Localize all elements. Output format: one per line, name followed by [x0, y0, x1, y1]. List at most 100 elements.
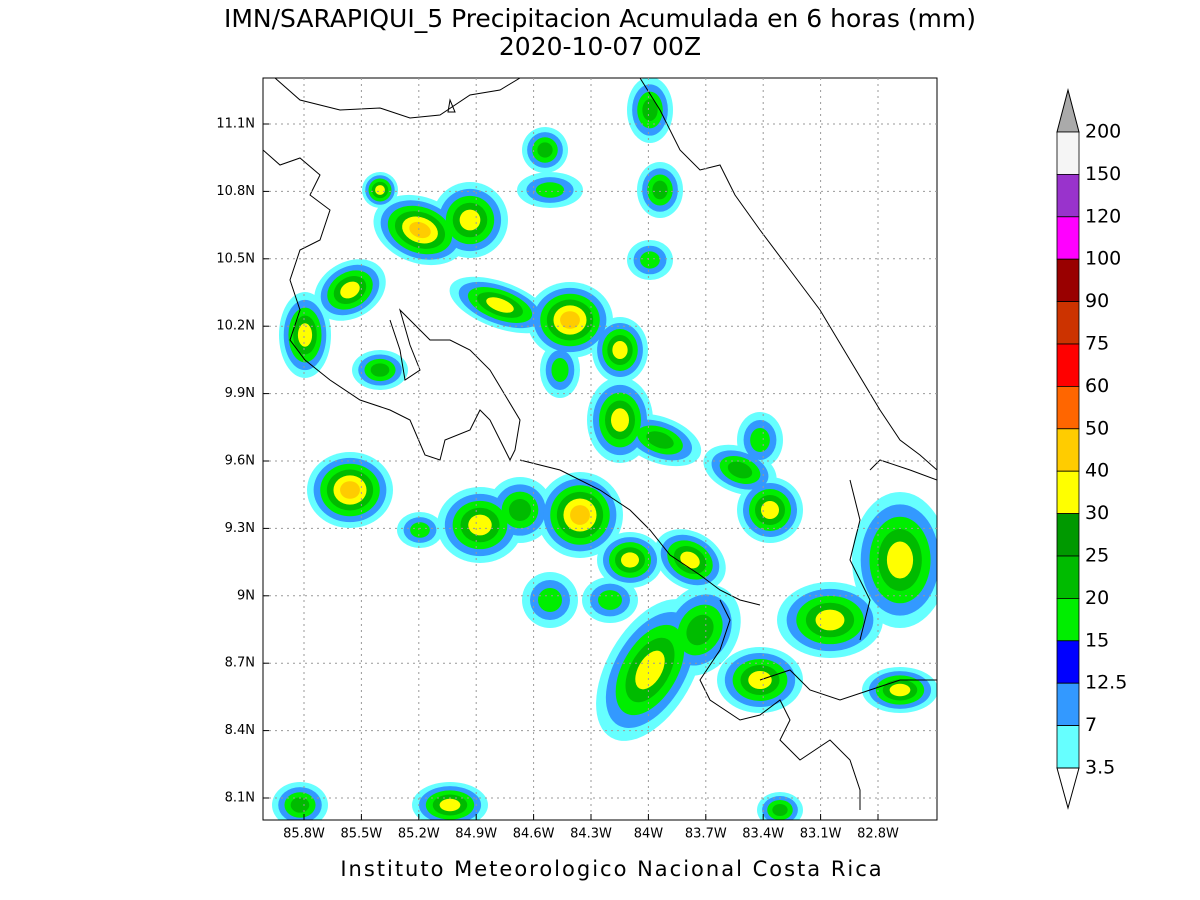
colorbar-swatch	[1056, 131, 1080, 175]
colorbar-label: 25	[1085, 545, 1109, 567]
rain-cell	[537, 142, 553, 158]
axes: 85.8W 85.5W 85.2W 84.9W 84.6W 84.3W 84W 83.7W 83…	[216, 78, 937, 842]
rain-cell	[611, 408, 629, 432]
lat-label: 11.1N	[216, 117, 255, 132]
colorbar-label: 15	[1085, 629, 1109, 651]
colorbar-under	[1056, 767, 1080, 810]
colorbar-label: 100	[1085, 248, 1121, 270]
rain-cell	[642, 99, 658, 121]
colorbar-label: 50	[1085, 417, 1109, 439]
colorbar-swatch	[1056, 216, 1080, 260]
rain-cell	[375, 185, 385, 195]
colorbar-label: 200	[1085, 121, 1121, 143]
rain-cell	[340, 281, 360, 299]
rain-cell	[468, 514, 492, 536]
rain-cell	[486, 297, 514, 313]
colorbar-label: 30	[1085, 502, 1109, 524]
lat-label: 10.5N	[216, 251, 255, 266]
rain-cell	[815, 609, 845, 631]
lat-label: 9.6N	[225, 454, 255, 469]
colorbar-swatch	[1056, 598, 1080, 642]
lon-label: 82.8W	[857, 827, 899, 842]
rain-cell	[560, 311, 580, 329]
colorbar-swatch	[1056, 640, 1080, 684]
rain-cell	[750, 428, 770, 452]
colorbar-label: 60	[1085, 375, 1109, 397]
rain-cell	[570, 505, 590, 525]
rain-cell	[509, 499, 531, 521]
subtitle: 2020-10-07 00Z	[499, 32, 701, 61]
colorbar-label: 120	[1085, 205, 1121, 227]
rain-cell	[621, 552, 639, 568]
rain-cell	[551, 358, 569, 382]
colorbar-swatch	[1056, 173, 1080, 218]
colorbar-label: 75	[1085, 333, 1109, 355]
rain-cell	[340, 481, 360, 499]
rain-cell	[297, 323, 313, 347]
coastlines	[263, 78, 937, 810]
colorbar-label: 150	[1085, 163, 1121, 185]
lat-label: 10.2N	[216, 319, 255, 334]
colorbar-swatch	[1056, 258, 1080, 303]
rain-cell	[886, 541, 914, 579]
precipitation-field	[272, 78, 937, 820]
colorbar-label: 7	[1085, 714, 1097, 736]
rain-cell	[612, 341, 628, 359]
rain-cell	[370, 363, 390, 377]
rain-cell	[686, 614, 714, 646]
colorbar-swatch	[1056, 725, 1080, 769]
lat-label: 8.4N	[225, 723, 255, 738]
colorbar-swatch	[1056, 301, 1080, 345]
colorbar-label: 3.5	[1085, 757, 1115, 779]
lon-label: 85.5W	[340, 827, 382, 842]
rain-cell	[598, 590, 622, 610]
lat-label: 9.3N	[225, 521, 255, 536]
rain-cell	[640, 251, 660, 269]
lon-label: 83.7W	[685, 827, 727, 842]
colorbar-swatch	[1056, 470, 1080, 515]
colorbar-swatch	[1056, 555, 1080, 599]
colorbar-label: 12.5	[1085, 672, 1127, 694]
title: IMN/SARAPIQUI_5 Precipitacion Acumulada …	[224, 4, 976, 33]
rain-cell	[646, 431, 674, 449]
colorbar-swatch	[1056, 343, 1080, 387]
rain-cell	[889, 683, 911, 697]
colorbar-swatch	[1056, 428, 1080, 472]
lon-label: 84.3W	[570, 827, 612, 842]
map-frame	[262, 77, 938, 821]
colorbar-label: 20	[1085, 587, 1109, 609]
colorbar-swatch	[1056, 513, 1080, 557]
rain-cell	[635, 650, 665, 690]
lat-label: 8.1N	[225, 791, 255, 806]
lat-label: 9N	[237, 588, 255, 603]
rain-cell	[538, 588, 562, 612]
lon-label: 85.8W	[283, 827, 325, 842]
rain-cell	[535, 182, 565, 198]
lat-label: 9.9N	[225, 386, 255, 401]
colorbar: 200 150 120 100 90 75 60 50 40 30 25 20 15 12.5 7 3.5	[1056, 88, 1127, 810]
colorbar-over	[1056, 88, 1080, 133]
rain-cell	[410, 522, 430, 538]
rain-cell	[761, 501, 779, 519]
lon-label: 84.6W	[513, 827, 555, 842]
rain-cell	[772, 804, 788, 816]
rain-cell	[652, 180, 668, 200]
rain-cell	[439, 798, 461, 812]
rain-cell	[290, 797, 310, 813]
lat-label: 10.8N	[216, 184, 255, 199]
lon-label: 84W	[634, 827, 664, 842]
lon-label: 84.9W	[455, 827, 497, 842]
lon-label: 85.2W	[398, 827, 440, 842]
rain-cell	[409, 221, 431, 239]
colorbar-swatch	[1056, 385, 1080, 430]
rain-cell	[459, 209, 481, 231]
colorbar-label: 40	[1085, 460, 1109, 482]
rain-cell	[680, 551, 700, 569]
lon-label: 83.1W	[800, 827, 842, 842]
lat-label: 8.7N	[225, 656, 255, 671]
rain-cell	[727, 461, 753, 479]
lon-label: 83.4W	[742, 827, 784, 842]
footer: Instituto Meteorologico Nacional Costa R…	[340, 857, 883, 881]
colorbar-label: 90	[1085, 290, 1109, 312]
